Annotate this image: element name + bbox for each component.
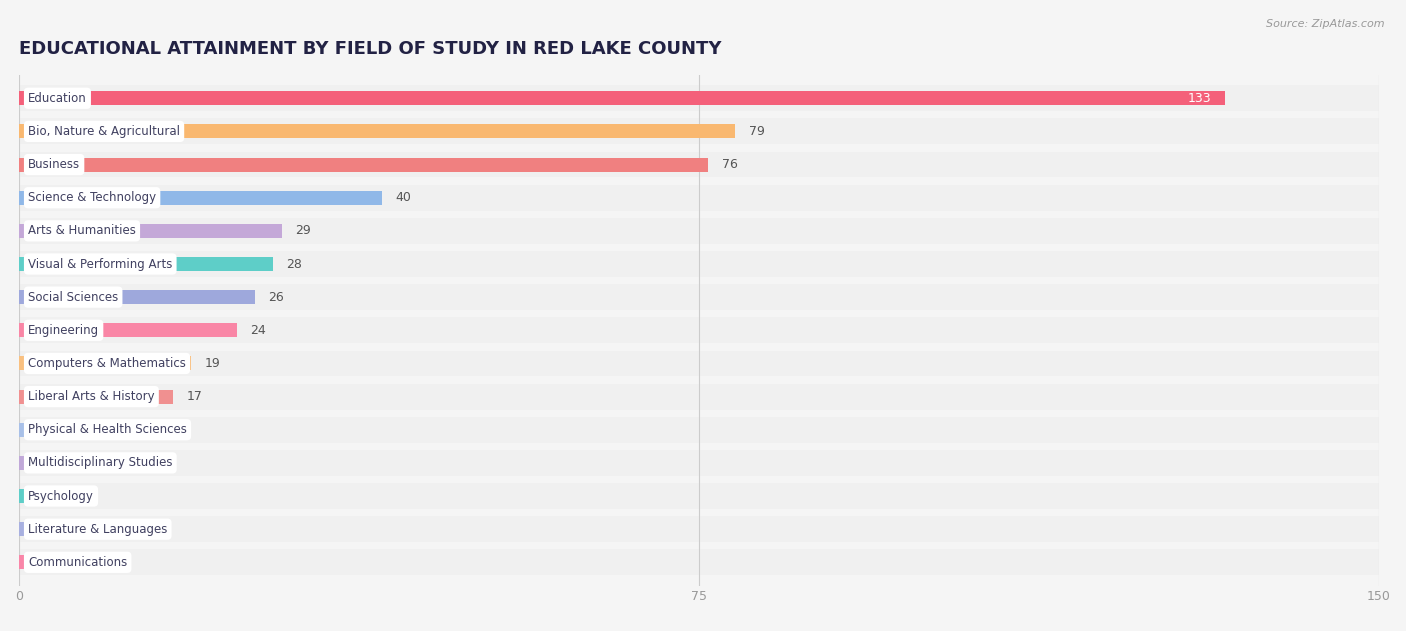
Bar [20,290,254,304]
Text: Arts & Humanities: Arts & Humanities [28,225,136,237]
Bar [20,456,110,470]
Text: 40: 40 [395,191,411,204]
Bar [20,224,283,238]
Text: Multidisciplinary Studies: Multidisciplinary Studies [28,456,173,469]
Bar [20,119,1379,144]
Bar [20,550,1379,575]
Text: Literature & Languages: Literature & Languages [28,522,167,536]
Text: 133: 133 [1188,91,1212,105]
Bar [20,555,37,569]
Text: 26: 26 [269,291,284,304]
Bar [20,423,110,437]
Bar [20,522,65,536]
Text: Liberal Arts & History: Liberal Arts & History [28,390,155,403]
Text: 24: 24 [250,324,266,337]
Bar [20,323,236,337]
Bar [20,257,273,271]
Text: Bio, Nature & Agricultural: Bio, Nature & Agricultural [28,125,180,138]
Bar [20,284,1379,310]
Text: 76: 76 [721,158,738,171]
Text: 10: 10 [124,423,139,436]
Text: 10: 10 [124,456,139,469]
Text: Business: Business [28,158,80,171]
Text: Education: Education [28,91,87,105]
Bar [20,384,1379,410]
Bar [20,350,1379,376]
Text: Computers & Mathematics: Computers & Mathematics [28,357,186,370]
Text: Psychology: Psychology [28,490,94,502]
Text: 2: 2 [51,556,59,569]
Text: Visual & Performing Arts: Visual & Performing Arts [28,257,173,271]
Text: 29: 29 [295,225,311,237]
Bar [20,516,1379,542]
Text: Social Sciences: Social Sciences [28,291,118,304]
Text: 79: 79 [749,125,765,138]
Text: Physical & Health Sciences: Physical & Health Sciences [28,423,187,436]
Text: 28: 28 [287,257,302,271]
Bar [20,151,1379,177]
Bar [20,450,1379,476]
Text: 17: 17 [187,390,202,403]
Text: EDUCATIONAL ATTAINMENT BY FIELD OF STUDY IN RED LAKE COUNTY: EDUCATIONAL ATTAINMENT BY FIELD OF STUDY… [20,40,721,58]
Bar [20,489,73,503]
Bar [20,124,735,138]
Bar [20,218,1379,244]
Bar [20,483,1379,509]
Bar [20,191,381,204]
Bar [20,317,1379,343]
Text: 19: 19 [205,357,221,370]
Text: Engineering: Engineering [28,324,100,337]
Bar [20,357,191,370]
Text: Source: ZipAtlas.com: Source: ZipAtlas.com [1267,19,1385,29]
Text: 5: 5 [77,522,86,536]
Text: Science & Technology: Science & Technology [28,191,156,204]
Bar [20,85,1379,111]
Bar [20,417,1379,443]
Bar [20,389,173,404]
Text: 6: 6 [87,490,94,502]
Bar [20,91,1225,105]
Text: Communications: Communications [28,556,128,569]
Bar [20,185,1379,211]
Bar [20,158,709,172]
Bar [20,251,1379,277]
